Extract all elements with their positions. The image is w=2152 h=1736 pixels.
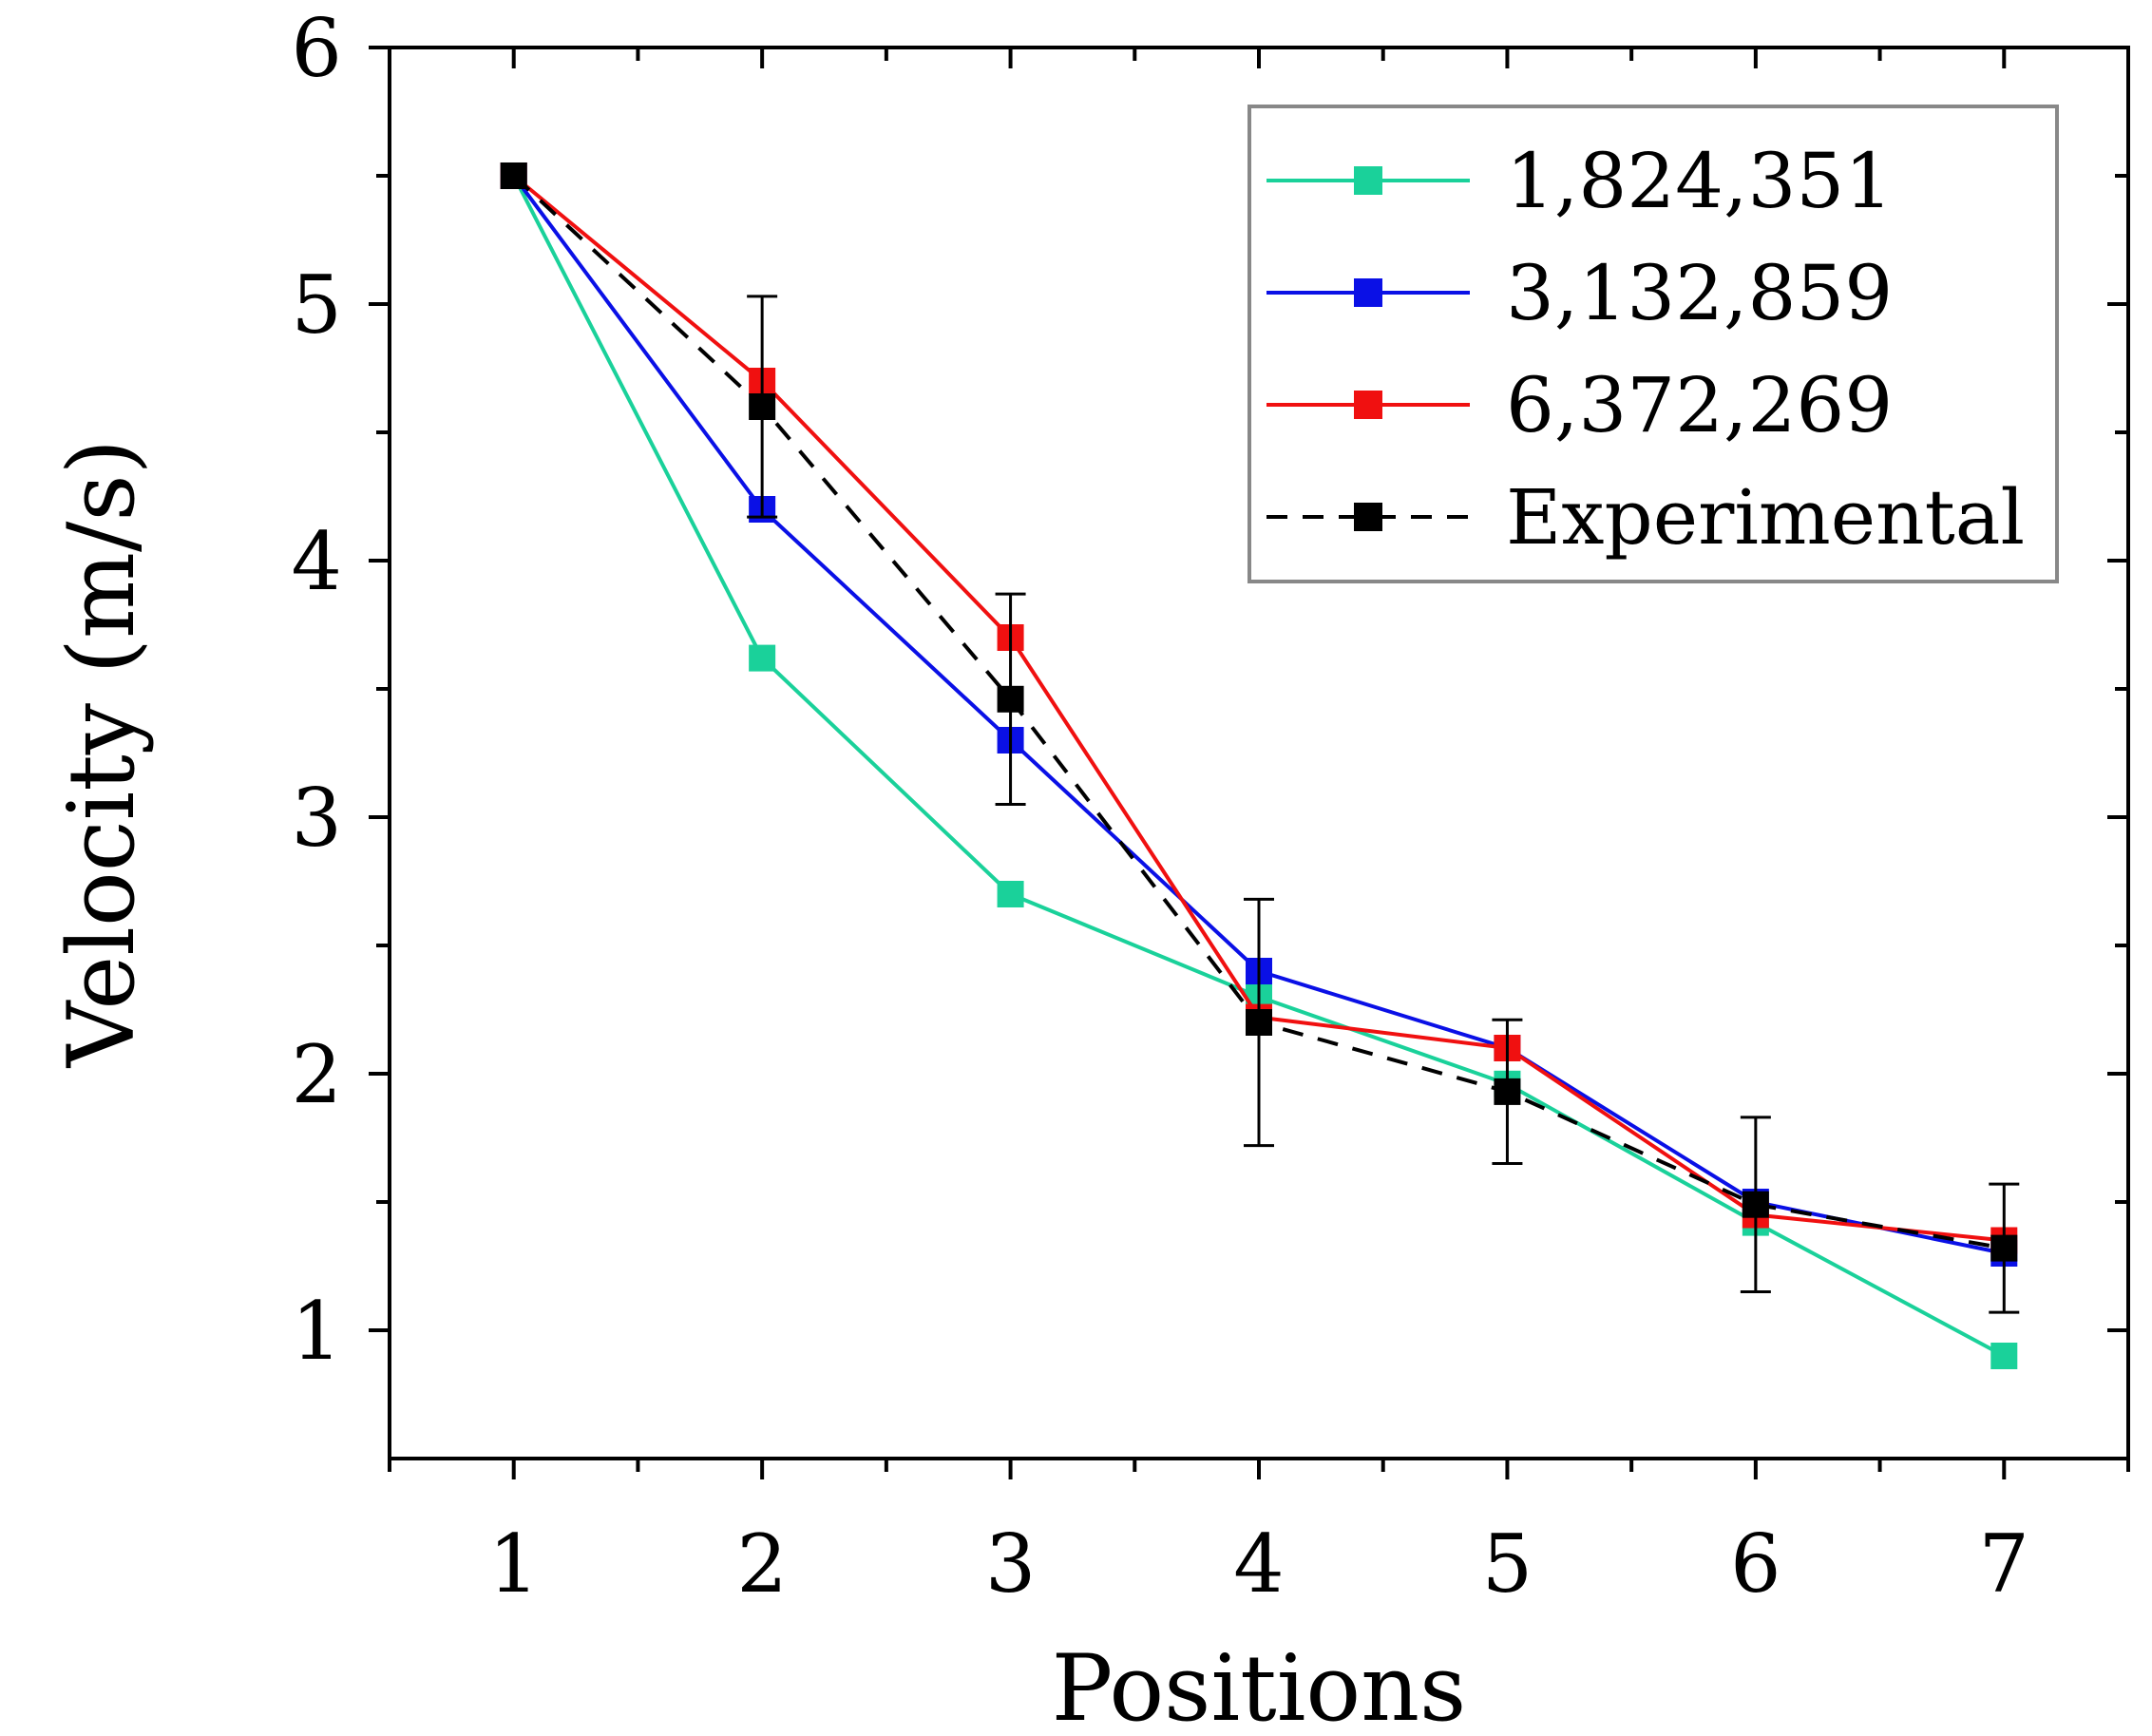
x-tick-label-6: 6 [1730, 1517, 1781, 1611]
legend-marker [1354, 391, 1382, 419]
data-point [1494, 1078, 1521, 1105]
x-tick-label-2: 2 [736, 1517, 787, 1611]
legend-item-3: Experimental [1266, 473, 2025, 562]
data-point [1990, 1234, 2018, 1262]
legend-marker [1354, 278, 1382, 307]
legend-item-0: 1,824,351 [1266, 137, 1893, 225]
legend-item-2: 6,372,269 [1266, 361, 1893, 449]
y-tick-label-6: 6 [292, 2, 342, 95]
y-axis-title: Velocity (m/s) [48, 439, 155, 1068]
y-tick-label-4: 4 [292, 515, 342, 608]
legend-box [1247, 105, 2059, 583]
legend: 1,824,351 3,132,859 6,372,269 Experimental [1247, 105, 2059, 583]
x-tick-label-5: 5 [1482, 1517, 1533, 1611]
legend-label: Experimental [1506, 473, 2025, 562]
ticks-layer: 1 2 3 4 5 6 7 1 2 3 4 5 6 [292, 2, 2130, 1611]
data-point [749, 393, 776, 420]
series-3 [500, 162, 2020, 1314]
y-tick-label-5: 5 [292, 258, 342, 352]
legend-label: 6,372,269 [1506, 361, 1893, 449]
data-point [1246, 1009, 1272, 1036]
data-point [997, 881, 1024, 907]
legend-marker [1354, 166, 1382, 195]
data-point [500, 162, 527, 189]
data-point [1742, 1191, 1769, 1218]
legend-label: 3,132,859 [1506, 249, 1893, 337]
y-tick-label-2: 2 [292, 1028, 342, 1121]
legend-label: 1,824,351 [1506, 137, 1893, 225]
x-tick-label-7: 7 [1979, 1517, 2029, 1611]
legend-item-1: 3,132,859 [1266, 249, 1893, 337]
data-point [1990, 1343, 2018, 1369]
x-tick-label-3: 3 [985, 1517, 1036, 1611]
data-point [997, 685, 1024, 713]
x-tick-label-4: 4 [1233, 1517, 1284, 1611]
data-point [749, 644, 776, 672]
legend-marker [1354, 503, 1382, 531]
legend-items: 1,824,351 3,132,859 6,372,269 Experimental [1266, 137, 2025, 562]
y-tick-label-3: 3 [292, 772, 342, 865]
x-tick-label-1: 1 [488, 1517, 539, 1611]
series-layer [500, 162, 2020, 1369]
y-tick-label-1: 1 [292, 1285, 342, 1378]
x-axis-title: Positions [1052, 1635, 1467, 1736]
